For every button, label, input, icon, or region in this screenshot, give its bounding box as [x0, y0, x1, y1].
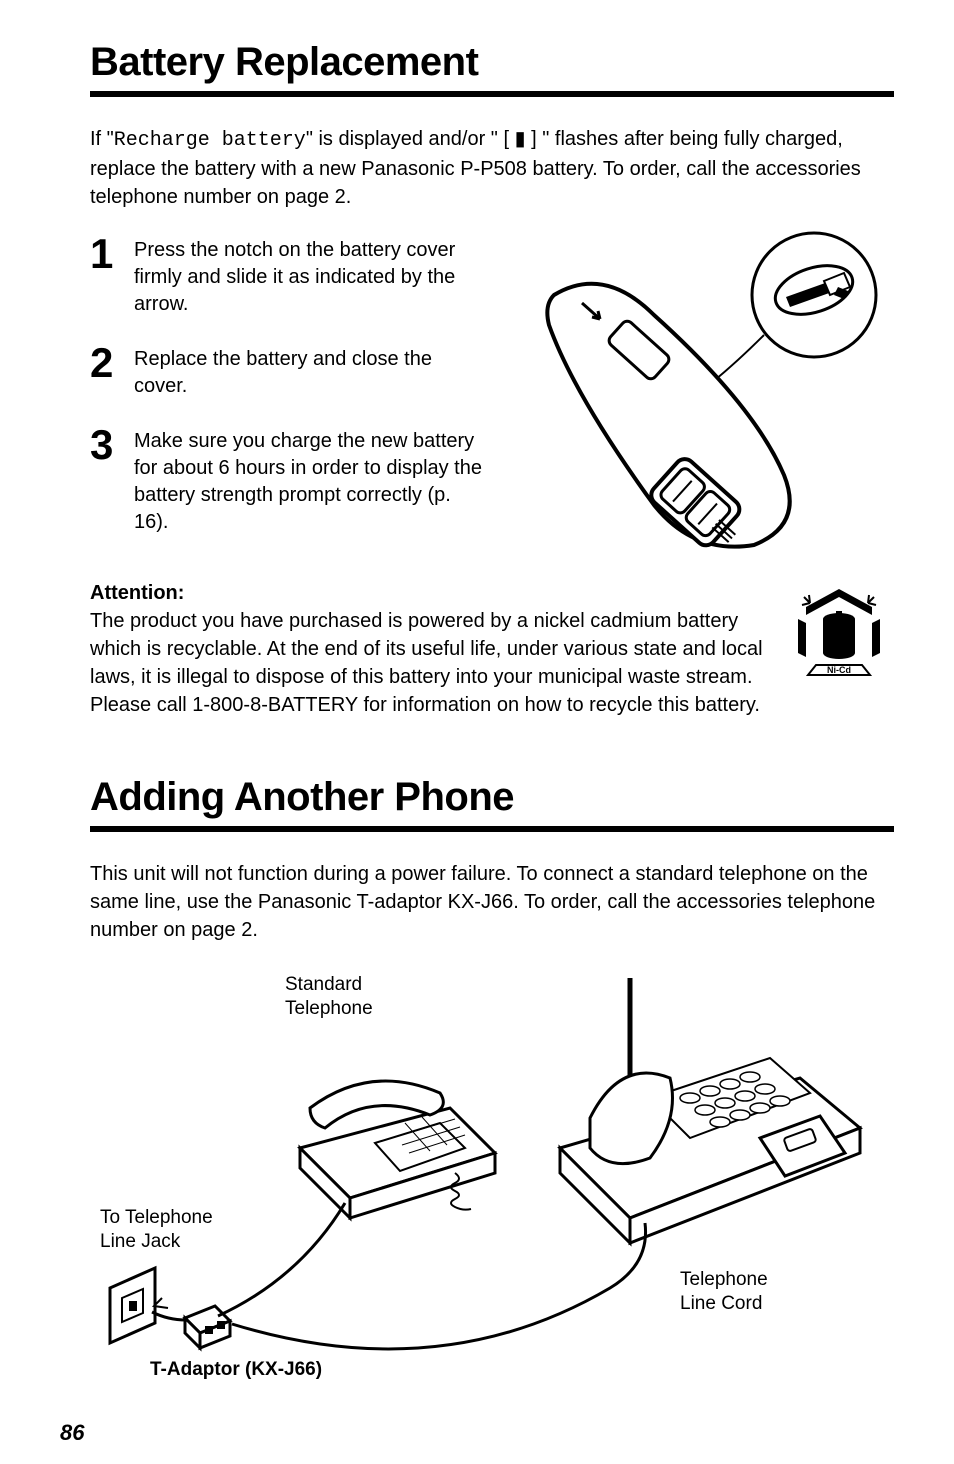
- step-1-num: 1: [90, 235, 134, 273]
- recycle-nicd-icon: Ni-Cd: [784, 583, 894, 683]
- label-line-cord: Telephone Line Cord: [680, 1268, 768, 1316]
- label-standard-telephone: Standard Telephone: [285, 973, 373, 1021]
- step-3-text: Make sure you charge the new battery for…: [134, 426, 490, 536]
- attention-body: The product you have purchased is powere…: [90, 610, 763, 716]
- step-2-text: Replace the battery and close the cover.: [134, 344, 490, 400]
- attention-block: Attention: The product you have purchase…: [90, 579, 894, 719]
- phone-battery-illustration: [524, 225, 904, 555]
- intro-pre: If ": [90, 128, 114, 150]
- connection-diagram: Standard Telephone To Telephone Line Jac…: [90, 968, 894, 1388]
- step-2-num: 2: [90, 344, 134, 382]
- steps-wrapper: 1 Press the notch on the battery cover f…: [90, 235, 894, 565]
- intro-mono: Recharge battery: [114, 129, 306, 152]
- page-number: 86: [60, 1420, 84, 1446]
- section2-rule: [90, 826, 894, 832]
- diagram-svg: [90, 968, 890, 1388]
- step-1: 1 Press the notch on the battery cover f…: [90, 235, 490, 318]
- section2-intro: This unit will not function during a pow…: [90, 860, 894, 944]
- section2-title: Adding Another Phone: [90, 775, 894, 820]
- step-2: 2 Replace the battery and close the cove…: [90, 344, 490, 400]
- section1-rule: [90, 91, 894, 97]
- section1-title: Battery Replacement: [90, 40, 894, 85]
- section1-intro: If "Recharge battery" is displayed and/o…: [90, 125, 894, 211]
- label-t-adaptor: T-Adaptor (KX-J66): [150, 1358, 322, 1382]
- step-1-text: Press the notch on the battery cover fir…: [134, 235, 490, 318]
- step-3: 3 Make sure you charge the new battery f…: [90, 426, 490, 536]
- nicd-label: Ni-Cd: [827, 665, 851, 675]
- attention-label: Attention:: [90, 582, 184, 604]
- label-to-jack: To Telephone Line Jack: [100, 1206, 213, 1254]
- section2: Adding Another Phone This unit will not …: [90, 775, 894, 1388]
- step-3-num: 3: [90, 426, 134, 464]
- attention-text: Attention: The product you have purchase…: [90, 579, 774, 719]
